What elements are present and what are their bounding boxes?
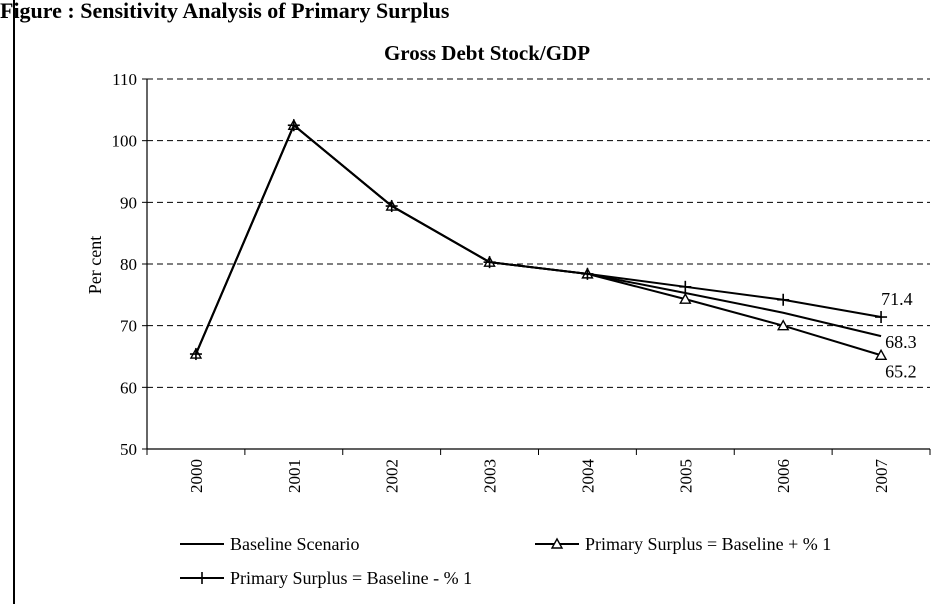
y-tick-label-100: 100 (112, 132, 138, 151)
left-border-rule (13, 0, 15, 604)
series-line-2 (195, 123, 882, 355)
series-2-point-4 (581, 267, 594, 280)
y-axis-label: Per cent (85, 236, 105, 294)
legend-label-0: Baseline Scenario (230, 534, 359, 554)
series-line-1 (195, 123, 882, 357)
series-line-0 (195, 123, 882, 355)
legend: Baseline Scenario Primary Surplus = Basel… (180, 534, 831, 588)
data-label-1: 68.3 (885, 332, 917, 352)
data-label-2: 65.2 (885, 361, 917, 381)
series-2-point-2 (385, 200, 398, 213)
gridlines (147, 78, 930, 388)
legend-entry-2: Primary Surplus = Baseline - % 1 (180, 568, 472, 588)
y-tick-label-110: 110 (112, 70, 137, 89)
series-2-point-3 (483, 256, 496, 269)
series-1-point-7 (874, 348, 888, 360)
page-heading: Figure : Sensitivity Analysis of Primary… (0, 0, 450, 23)
data-label-0: 71.4 (881, 289, 913, 309)
y-tick-label-70: 70 (120, 317, 137, 336)
series-2-point-7 (875, 311, 888, 324)
x-tick-label-2004: 2004 (578, 459, 597, 494)
series-1-point-5 (679, 292, 692, 304)
x-tick-label-2006: 2006 (774, 459, 793, 493)
legend-marker-2 (196, 572, 208, 584)
x-tick-label-2007: 2007 (872, 459, 891, 494)
series-1 (189, 118, 888, 360)
series-0 (195, 123, 882, 355)
series-2-point-1 (287, 119, 300, 132)
series-1-point-6 (776, 319, 790, 331)
legend-marker-1 (550, 537, 564, 549)
series-2-point-0 (189, 348, 202, 361)
legend-entry-0: Baseline Scenario (180, 534, 359, 554)
y-tick-label-90: 90 (120, 193, 137, 212)
y-tick-label-80: 80 (120, 255, 137, 274)
legend-entry-1: Primary Surplus = Baseline + % 1 (535, 534, 831, 554)
x-tick-label-2001: 2001 (285, 459, 304, 493)
series-2 (189, 119, 888, 361)
series-2-point-6 (777, 293, 790, 306)
x-tick-label-2002: 2002 (383, 459, 402, 493)
y-tick-label-60: 60 (120, 378, 137, 397)
x-tick-label-2000: 2000 (187, 459, 206, 493)
series-2-point-5 (679, 280, 692, 293)
x-tick-label-2005: 2005 (676, 459, 695, 493)
axes: 50 60 70 80 90 100 110 2000 2001 2002 2003 2004 2005… (112, 70, 931, 493)
x-tick-label-2003: 2003 (481, 459, 500, 493)
legend-label-2: Primary Surplus = Baseline - % 1 (230, 568, 472, 588)
chart-title: Gross Debt Stock/GDP (384, 41, 590, 65)
legend-label-1: Primary Surplus = Baseline + % 1 (585, 534, 831, 554)
y-tick-label-50: 50 (120, 440, 137, 459)
series-lines (189, 118, 888, 361)
data-labels: 71.4 68.3 65.2 (881, 289, 917, 381)
